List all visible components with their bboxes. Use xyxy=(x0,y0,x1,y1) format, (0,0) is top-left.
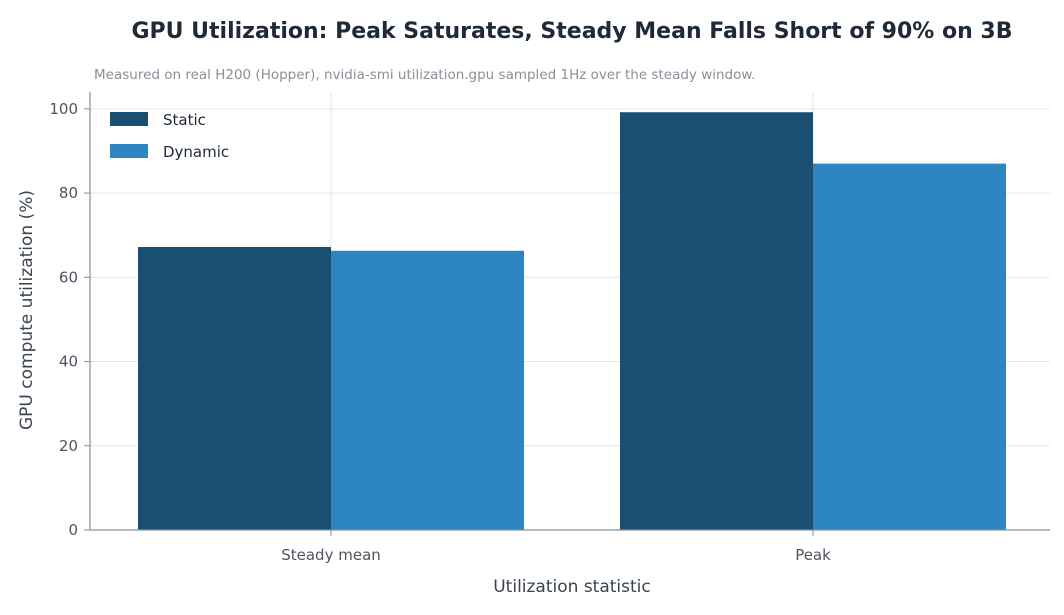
bar-static-peak xyxy=(620,112,813,530)
bars xyxy=(138,112,1006,530)
chart-subtitle: Measured on real H200 (Hopper), nvidia-s… xyxy=(94,67,755,83)
y-tick-label: 20 xyxy=(59,437,78,455)
y-tick-label: 80 xyxy=(59,184,78,202)
y-tick-label: 40 xyxy=(59,353,78,371)
y-tick-label: 100 xyxy=(49,100,78,118)
legend-label-static: Static xyxy=(163,111,206,129)
axes xyxy=(84,92,1050,536)
chart-title: GPU Utilization: Peak Saturates, Steady … xyxy=(131,19,1012,44)
x-tick-label: Steady mean xyxy=(281,546,381,564)
x-axis-label: Utilization statistic xyxy=(493,577,651,597)
bar-dynamic-steady-mean xyxy=(331,250,524,530)
legend: Static Dynamic xyxy=(110,111,229,161)
bar-static-steady-mean xyxy=(138,246,331,530)
y-tick-label: 60 xyxy=(59,268,78,286)
bar-dynamic-peak xyxy=(813,163,1006,530)
legend-swatch-static xyxy=(110,112,148,126)
y-tick-label: 0 xyxy=(68,521,78,539)
y-axis-label: GPU compute utilization (%) xyxy=(17,190,37,430)
legend-swatch-dynamic xyxy=(110,144,148,158)
x-tick-label: Peak xyxy=(795,546,831,564)
legend-label-dynamic: Dynamic xyxy=(163,143,229,161)
tick-labels: 0 20 40 60 80 100 Steady mean Peak xyxy=(49,100,831,564)
